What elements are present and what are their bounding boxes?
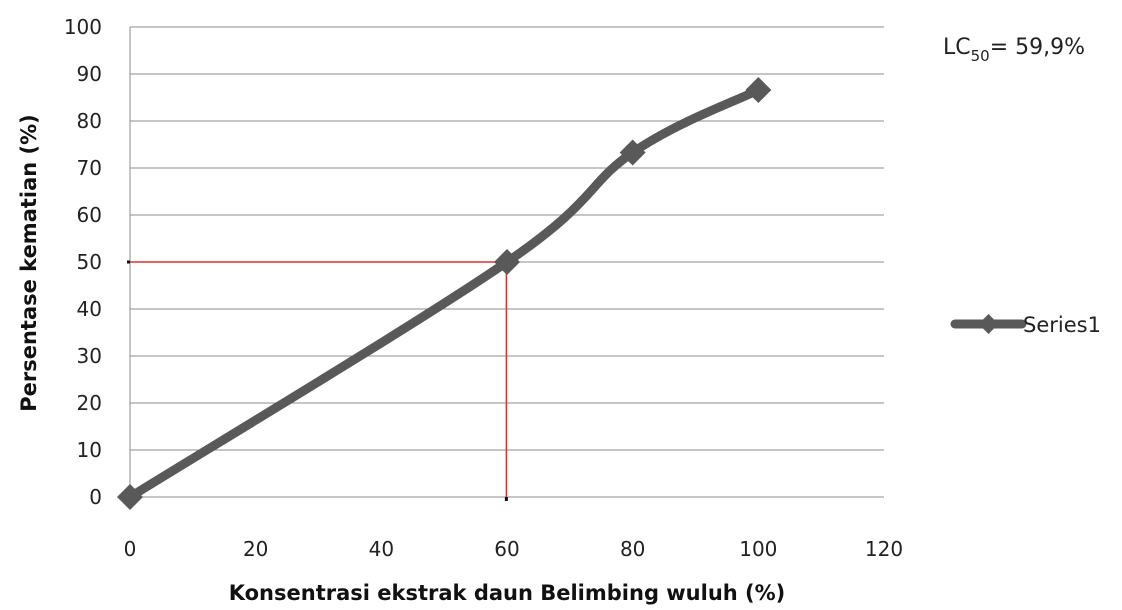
y-tick-label-50: 50 [77, 250, 102, 274]
legend-label: Series1 [1023, 313, 1101, 337]
data-point-60 [494, 249, 520, 275]
series-line-0 [125, 85, 763, 502]
y-tick-labels: 0 10 20 30 40 50 60 70 80 90 100 [64, 15, 102, 509]
y-axis-title: Persentase kematian (%) [17, 114, 41, 412]
y-tick-label-10: 10 [77, 438, 102, 462]
y-tick-label-60: 60 [77, 203, 102, 227]
y-tick-label-90: 90 [77, 62, 102, 86]
legend: Series1 [950, 313, 1101, 337]
x-tick-label-40: 40 [369, 537, 394, 561]
y-tick-label-70: 70 [77, 156, 102, 180]
series-group [117, 76, 772, 510]
x-tick-label-120: 120 [865, 537, 903, 561]
lc50-y-tick-mark [127, 260, 130, 264]
data-point-0 [117, 484, 143, 510]
lc50-reference-lines [127, 260, 508, 501]
y-tick-label-0: 0 [89, 485, 102, 509]
x-tick-labels: 0 20 40 60 80 100 120 [124, 537, 903, 561]
lc50-x-tick-mark [504, 497, 508, 501]
lc50-suffix: = 59,9% [990, 35, 1085, 60]
lc50-subscript: 50 [971, 47, 990, 65]
x-axis-title: Konsentrasi ekstrak daun Belimbing wuluh… [229, 581, 786, 605]
lc50-prefix: LC [943, 35, 971, 60]
lc50-annotation: LC50= 59,9% [943, 35, 1085, 65]
x-tick-label-0: 0 [124, 537, 137, 561]
x-tick-label-60: 60 [494, 537, 519, 561]
x-tick-label-100: 100 [739, 537, 777, 561]
x-tick-label-80: 80 [620, 537, 645, 561]
y-tick-label-20: 20 [77, 391, 102, 415]
y-tick-label-40: 40 [77, 297, 102, 321]
y-tick-label-30: 30 [77, 344, 102, 368]
y-tick-label-100: 100 [64, 15, 102, 39]
data-point-100 [745, 76, 772, 103]
y-tick-label-80: 80 [77, 109, 102, 133]
x-tick-label-20: 20 [243, 537, 268, 561]
legend-marker [978, 314, 999, 334]
data-point-80 [619, 139, 646, 166]
